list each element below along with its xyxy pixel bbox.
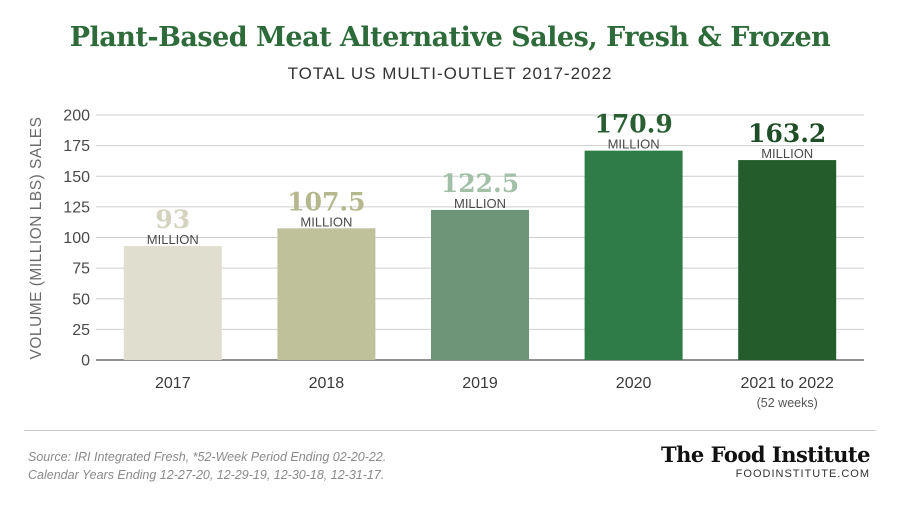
x-tick-label: 2018 — [309, 375, 345, 392]
bar-2020 — [584, 150, 683, 360]
bar-value-label: 93 — [155, 205, 190, 234]
bar-2019 — [431, 209, 529, 360]
bar-chart: 025507510012515017520093MILLION2017107.5… — [28, 108, 864, 411]
y-tick-label: 150 — [63, 169, 90, 186]
y-tick-label: 75 — [72, 261, 90, 278]
labels: 025507510012515017520093MILLION2017107.5… — [63, 108, 834, 411]
x-tick-label: 2020 — [616, 375, 652, 392]
x-tick-label: 2019 — [462, 375, 498, 392]
source-line-2: Calendar Years Ending 12-27-20, 12-29-19… — [28, 468, 385, 482]
bar-unit-label: MILLION — [147, 232, 199, 247]
bars — [123, 150, 837, 360]
y-axis-label: VOLUME (MILLION LBS) SALES — [28, 117, 45, 360]
brand-url: FOODINSTITUTE.COM — [735, 468, 870, 480]
brand-name: The Food Institute — [661, 442, 870, 467]
y-tick-label: 125 — [63, 199, 90, 216]
chart-subtitle: TOTAL US MULTI-OUTLET 2017-2022 — [287, 64, 613, 83]
y-tick-label: 200 — [63, 108, 90, 125]
bar-unit-label: MILLION — [454, 196, 506, 211]
chart-title: Plant-Based Meat Alternative Sales, Fres… — [69, 22, 831, 53]
y-tick-label: 25 — [72, 322, 90, 339]
bar-2021-to-2022 — [738, 160, 837, 360]
x-tick-label: 2021 to 2022 — [740, 375, 834, 392]
bar-unit-label: MILLION — [761, 146, 813, 161]
bar-unit-label: MILLION — [300, 214, 352, 229]
source-note: Source: IRI Integrated Fresh, *52-Week P… — [28, 448, 386, 484]
bar-value-label: 107.5 — [287, 187, 365, 216]
bar-value-label: 170.9 — [594, 110, 672, 139]
bar-2017 — [123, 246, 222, 360]
y-tick-label: 175 — [63, 138, 90, 155]
bar-value-label: 163.2 — [748, 119, 826, 148]
footer-divider — [24, 430, 876, 431]
y-tick-label: 50 — [72, 291, 90, 308]
source-line-1: Source: IRI Integrated Fresh, *52-Week P… — [28, 450, 387, 464]
x-tick-label: 2017 — [155, 375, 191, 392]
bar-2018 — [277, 228, 376, 360]
brand-logo: The Food Institute FOODINSTITUTE.COM — [661, 442, 870, 480]
bar-unit-label: MILLION — [608, 137, 660, 152]
x-tick-note: (52 weeks) — [757, 396, 818, 410]
y-tick-label: 0 — [81, 353, 90, 370]
bar-value-label: 122.5 — [441, 169, 519, 198]
y-tick-label: 100 — [63, 230, 90, 247]
